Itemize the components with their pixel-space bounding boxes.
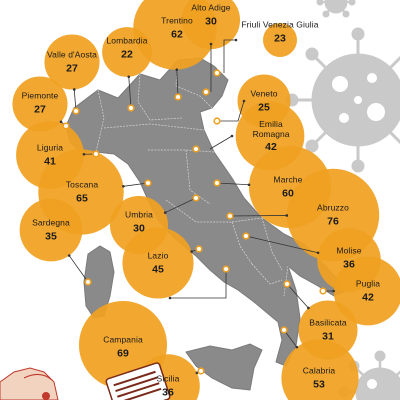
- sicily: [185, 343, 263, 391]
- marker-pin-icon-trentino: [174, 93, 182, 101]
- virus-icon-right: [285, 27, 400, 173]
- leader-anchor-veneto: [242, 99, 246, 103]
- leader-line-trentino: [176, 69, 179, 98]
- marker-pin-icon-marche: [213, 179, 221, 187]
- leader-anchor-basilicata: [307, 306, 310, 310]
- marker-pin-icon-lombardia: [127, 104, 135, 112]
- virus-icon-top: [316, 0, 356, 18]
- marker-pin-icon-calabria: [280, 326, 288, 334]
- leader-anchor-lombardia: [127, 75, 131, 79]
- leader-line-sardegna: [68, 255, 89, 283]
- leader-line-veneto: [217, 100, 245, 122]
- leader-anchor-umbria: [163, 211, 167, 214]
- leader-line-molise: [245, 235, 319, 254]
- leader-line-valle-daosta: [73, 89, 77, 112]
- bubble-calabria: [281, 339, 359, 400]
- marker-pin-icon-emilia-romagna: [192, 145, 200, 153]
- leader-line-campania: [170, 269, 227, 299]
- leader-anchor-alto-adige: [209, 42, 213, 46]
- virus-icon-bottom: [338, 350, 400, 400]
- leader-line-toscana: [123, 182, 149, 187]
- leader-line-umbria: [165, 197, 197, 213]
- bubble-alto-adige: [181, 0, 241, 50]
- leader-anchor-lazio: [190, 250, 193, 253]
- leader-anchor-campania: [168, 296, 172, 300]
- leader-line-abruzzo: [229, 215, 287, 217]
- bubble-lombardia: [102, 27, 152, 77]
- marker-pin-icon-umbria: [192, 194, 200, 202]
- marker-pin-icon-sardegna: [84, 278, 92, 286]
- marker-pin-icon-piemonte: [62, 122, 70, 130]
- hand-icon: [0, 367, 59, 400]
- marker-pin-icon-basilicata: [283, 280, 291, 288]
- leader-anchor-calabria: [295, 345, 299, 349]
- marker-pin-icon-puglia: [319, 287, 327, 295]
- leader-anchor-emilia-romagna: [230, 134, 234, 138]
- leader-line-lombardia: [128, 76, 132, 109]
- leader-anchor-valle-daosta: [72, 88, 76, 91]
- leader-anchor-piemonte: [59, 120, 63, 124]
- marker-pin-icon-toscana: [144, 179, 152, 187]
- bubble-layer: [12, 0, 400, 400]
- marker-pin-icon-sicilia: [197, 367, 205, 375]
- leader-anchor-trentino: [175, 68, 179, 71]
- bubble-puglia: [333, 256, 400, 326]
- bubble-lazio: [122, 227, 194, 299]
- leader-anchor-friuli: [234, 38, 238, 42]
- bubble-friuli: [263, 23, 297, 57]
- bubble-sardegna: [19, 198, 83, 262]
- leader-anchor-puglia: [332, 289, 335, 293]
- pin-layer: [59, 38, 335, 375]
- marker-pin-icon-veneto: [213, 117, 221, 125]
- leader-line-basilicata: [286, 283, 309, 309]
- leader-anchor-toscana: [122, 185, 125, 188]
- leader-anchor-marche: [247, 183, 251, 187]
- leader-layer: [60, 39, 334, 374]
- phone-icon: [105, 362, 171, 400]
- bubble-piemonte: [12, 76, 68, 132]
- leader-line-friuli: [223, 39, 236, 73]
- marker-pin-icon-alto-adige: [202, 88, 210, 96]
- leader-line-marche: [216, 182, 250, 186]
- marker-pin-icon-liguria: [92, 150, 100, 158]
- marker-pin-icon-lazio: [195, 245, 203, 253]
- marker-pin-icon-abruzzo: [226, 212, 234, 220]
- leader-anchor-liguria: [82, 152, 86, 156]
- leader-anchor-molise: [316, 251, 320, 255]
- leader-anchor-abruzzo: [285, 214, 289, 217]
- leader-line-emilia-romagna: [209, 135, 233, 150]
- leader-anchor-sardegna: [67, 254, 71, 257]
- marker-pin-icon-campania: [222, 265, 230, 273]
- leader-anchor-sicilia: [195, 371, 199, 375]
- bubble-valle-daosta: [44, 34, 100, 90]
- marker-pin-icon-molise: [242, 232, 250, 240]
- marker-pin-icon-friuli: [213, 69, 221, 77]
- marker-pin-icon-valle-daosta: [72, 107, 80, 115]
